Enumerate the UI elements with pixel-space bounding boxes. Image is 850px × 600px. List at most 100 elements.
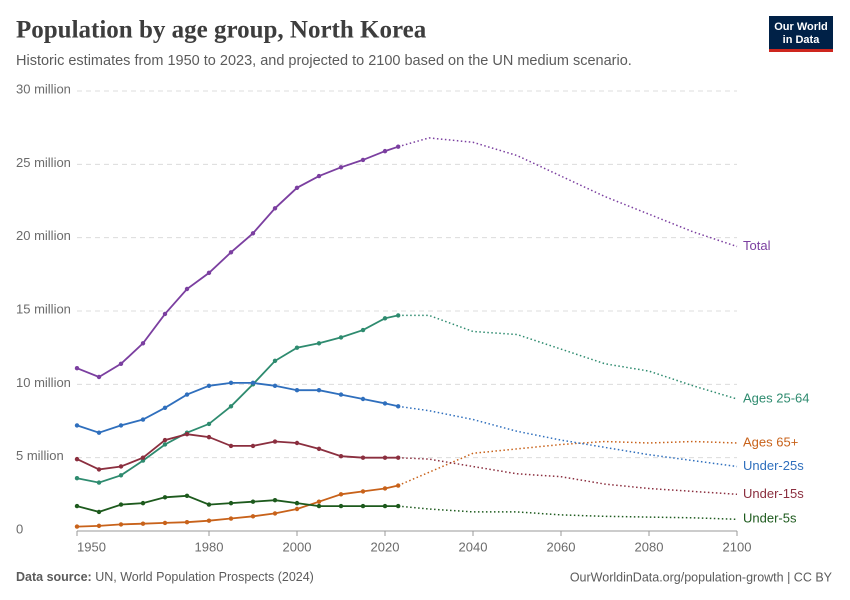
line <box>76 433 399 471</box>
y-tick-label: 25 million <box>16 155 71 170</box>
y-tick-label: 0 <box>16 521 23 536</box>
point <box>96 480 102 485</box>
series-label: Under-15s <box>743 486 804 501</box>
point <box>74 366 80 371</box>
point <box>396 313 401 318</box>
point <box>338 454 344 459</box>
point <box>228 443 234 449</box>
projection-line <box>397 440 738 487</box>
point <box>382 486 388 491</box>
point <box>96 467 102 472</box>
x-tick-label: 2100 <box>723 539 752 554</box>
point <box>338 392 344 397</box>
point <box>272 383 278 388</box>
point <box>184 392 190 397</box>
point <box>382 455 388 460</box>
series-label: Total <box>743 238 771 253</box>
logo-bar <box>769 49 833 52</box>
point <box>338 503 344 509</box>
point <box>316 341 322 346</box>
point <box>118 464 124 469</box>
series: Under-5s <box>74 493 797 526</box>
logo-text: in Data <box>783 34 821 46</box>
projection-line <box>398 405 738 468</box>
source-text: UN, World Population Prospects (2024) <box>95 570 314 584</box>
point <box>272 498 278 503</box>
point <box>206 421 212 427</box>
point <box>396 483 401 488</box>
projection-line <box>398 314 738 400</box>
point <box>360 327 366 333</box>
series: Ages 25-64 <box>74 313 810 485</box>
point <box>162 311 168 317</box>
point <box>382 503 388 509</box>
point <box>162 405 168 410</box>
line <box>76 484 399 528</box>
chart-title: Population by age group, North Korea <box>16 17 427 44</box>
series: Under-25s <box>74 380 804 473</box>
point <box>206 502 212 507</box>
chart-subtitle: Historic estimates from 1950 to 2023, an… <box>16 53 632 69</box>
point <box>140 521 146 526</box>
point <box>294 388 300 393</box>
series: Under-15s <box>74 432 804 501</box>
point <box>162 442 168 447</box>
point <box>250 514 256 519</box>
point <box>118 473 124 478</box>
source: Data source: UN, World Population Prospe… <box>16 570 314 584</box>
x-tick-label: 2060 <box>547 539 576 554</box>
x-tick-label: 1980 <box>195 539 224 554</box>
line <box>76 494 399 513</box>
y-tick-label: 10 million <box>16 375 71 390</box>
point <box>338 335 344 340</box>
line <box>76 145 399 379</box>
series-label: Under-25s <box>743 458 804 473</box>
point <box>74 476 80 481</box>
point <box>294 440 300 446</box>
x-tick-label: 2000 <box>283 539 312 554</box>
point <box>184 493 190 498</box>
line <box>76 314 399 484</box>
point <box>228 500 234 506</box>
point <box>294 500 300 506</box>
point <box>316 503 322 509</box>
x-tick-label: 2040 <box>459 539 488 554</box>
point <box>228 250 234 255</box>
point <box>140 417 146 422</box>
point <box>206 434 212 440</box>
projection-line <box>398 456 738 496</box>
point <box>382 401 388 406</box>
y-tick-label: 15 million <box>16 301 71 316</box>
point <box>250 231 256 236</box>
point <box>272 439 278 444</box>
point <box>184 520 190 525</box>
point <box>316 499 322 504</box>
x-tick-label: 2080 <box>635 539 664 554</box>
point <box>396 144 401 149</box>
point <box>206 518 212 523</box>
source-url[interactable]: OurWorldinData.org/population-growth | C… <box>570 570 833 584</box>
point <box>96 374 102 380</box>
point <box>184 286 190 292</box>
point <box>74 503 80 509</box>
series: Total <box>74 137 771 380</box>
series-label: Ages 25-64 <box>743 390 810 405</box>
logo[interactable]: Our World in Data <box>769 16 833 52</box>
point <box>162 520 168 526</box>
logo-text: Our World <box>774 21 828 33</box>
point <box>118 522 124 527</box>
point <box>206 383 212 388</box>
point <box>162 495 168 500</box>
point <box>162 437 168 443</box>
logo-box <box>769 16 833 52</box>
point <box>228 380 234 386</box>
point <box>206 270 212 276</box>
y-tick-label: 30 million <box>16 81 71 96</box>
point <box>396 455 401 460</box>
point <box>74 524 80 529</box>
point <box>396 404 401 409</box>
point <box>338 165 344 170</box>
point <box>382 148 388 154</box>
series-label: Ages 65+ <box>743 434 798 449</box>
